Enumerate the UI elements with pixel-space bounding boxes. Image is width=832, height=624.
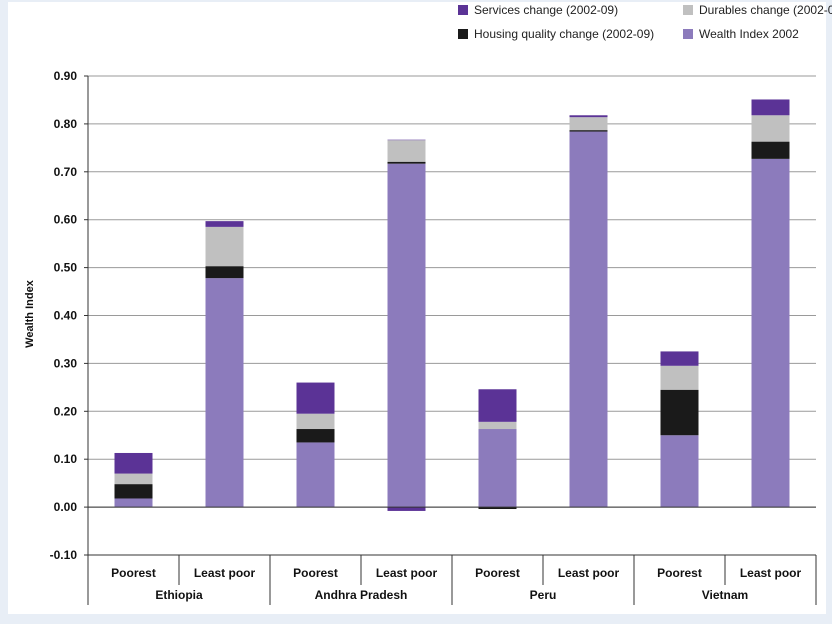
bar-segment (388, 507, 426, 511)
bar-segment (206, 221, 244, 227)
bar-segment (115, 498, 153, 507)
y-axis-title: Wealth Index (24, 279, 36, 348)
bar-segment (297, 383, 335, 414)
legend-label: Durables change (2002-09) (699, 3, 832, 17)
bar-segment (752, 142, 790, 159)
x-category-label: Poorest (293, 566, 338, 580)
y-tick-label: 0.60 (54, 213, 78, 227)
legend-label: Housing quality change (2002-09) (474, 27, 654, 41)
bar-segment (661, 351, 699, 365)
bar-segment (388, 162, 426, 164)
bar-segment (297, 414, 335, 429)
legend-label: Services change (2002-09) (474, 3, 618, 17)
bar-segment (661, 390, 699, 436)
bar-segment (115, 484, 153, 498)
y-tick-label: 0.80 (54, 117, 78, 131)
bar-segment (570, 115, 608, 117)
legend-swatch (683, 5, 693, 15)
bar-segment (206, 227, 244, 266)
legend-label: Wealth Index 2002 (699, 27, 799, 41)
bar-segment (388, 140, 426, 162)
bar-segment (206, 266, 244, 278)
bar-segment (479, 429, 517, 507)
y-tick-label: 0.40 (54, 309, 78, 323)
legend-swatch (458, 29, 468, 39)
y-tick-label: 0.20 (54, 404, 78, 418)
legend-swatch (683, 29, 693, 39)
bar-segment (752, 159, 790, 507)
x-category-label: Least poor (558, 566, 620, 580)
bar-segment (479, 389, 517, 422)
y-tick-label: 0.90 (54, 69, 78, 83)
bar-segment (752, 115, 790, 141)
bar-segment (570, 130, 608, 131)
y-tick-label: 0.10 (54, 452, 78, 466)
legend-swatch (458, 5, 468, 15)
y-tick-label: 0.50 (54, 261, 78, 275)
x-group-label: Ethiopia (155, 588, 203, 602)
bar-segment (388, 164, 426, 507)
bar-segment (752, 99, 790, 115)
bar-segment (206, 278, 244, 507)
x-category-label: Poorest (475, 566, 520, 580)
y-tick-label: 0.70 (54, 165, 78, 179)
bar-segment (297, 429, 335, 442)
y-tick-label: 0.00 (54, 500, 78, 514)
x-category-label: Least poor (194, 566, 256, 580)
bar-segment (115, 474, 153, 485)
bar-segment (661, 435, 699, 507)
bar-segment (297, 442, 335, 507)
x-group-label: Andhra Pradesh (315, 588, 408, 602)
bar-segment (115, 453, 153, 474)
y-tick-label: -0.10 (50, 548, 78, 562)
x-group-label: Peru (530, 588, 557, 602)
x-category-label: Least poor (740, 566, 802, 580)
bar-segment (661, 366, 699, 390)
y-tick-label: 0.30 (54, 356, 78, 370)
x-category-label: Poorest (657, 566, 702, 580)
bar-segment (570, 117, 608, 130)
x-category-label: Poorest (111, 566, 156, 580)
x-group-label: Vietnam (702, 588, 748, 602)
bar-segment (570, 132, 608, 508)
bar-segment (479, 422, 517, 429)
x-category-label: Least poor (376, 566, 438, 580)
